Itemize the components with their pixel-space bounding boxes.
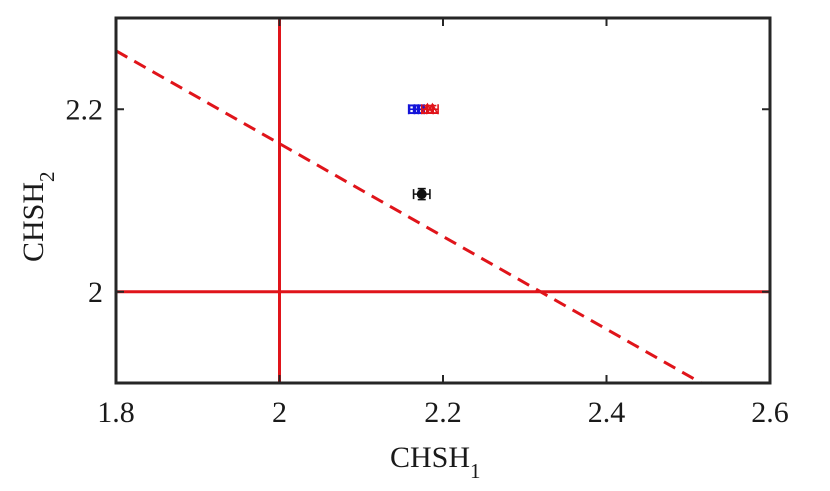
- x-tick-label: 2.4: [588, 396, 626, 429]
- reference-lines: [115, 18, 770, 385]
- x-tick-label: 1.8: [97, 396, 135, 429]
- plot-frame: [114, 16, 772, 385]
- x-tick-label: 2.6: [751, 396, 789, 429]
- x-tick-label: 2: [272, 396, 287, 429]
- circle-marker: [416, 189, 427, 200]
- data-point: [412, 187, 431, 201]
- data-points: [407, 102, 439, 201]
- dashed-bound-line: [115, 49, 703, 385]
- triangle-marker: [426, 102, 439, 115]
- y-tick-label: 2: [88, 276, 103, 309]
- y-tick-label: 2.2: [66, 93, 104, 126]
- x-axis-label: CHSH1: [390, 441, 481, 483]
- y-axis-label: CHSH2: [17, 171, 59, 262]
- axis-ticks: 1.8 2 2.2 2.4 2.6 2 2.2: [66, 18, 789, 429]
- x-tick-label: 2.2: [424, 396, 462, 429]
- data-point: [425, 102, 439, 115]
